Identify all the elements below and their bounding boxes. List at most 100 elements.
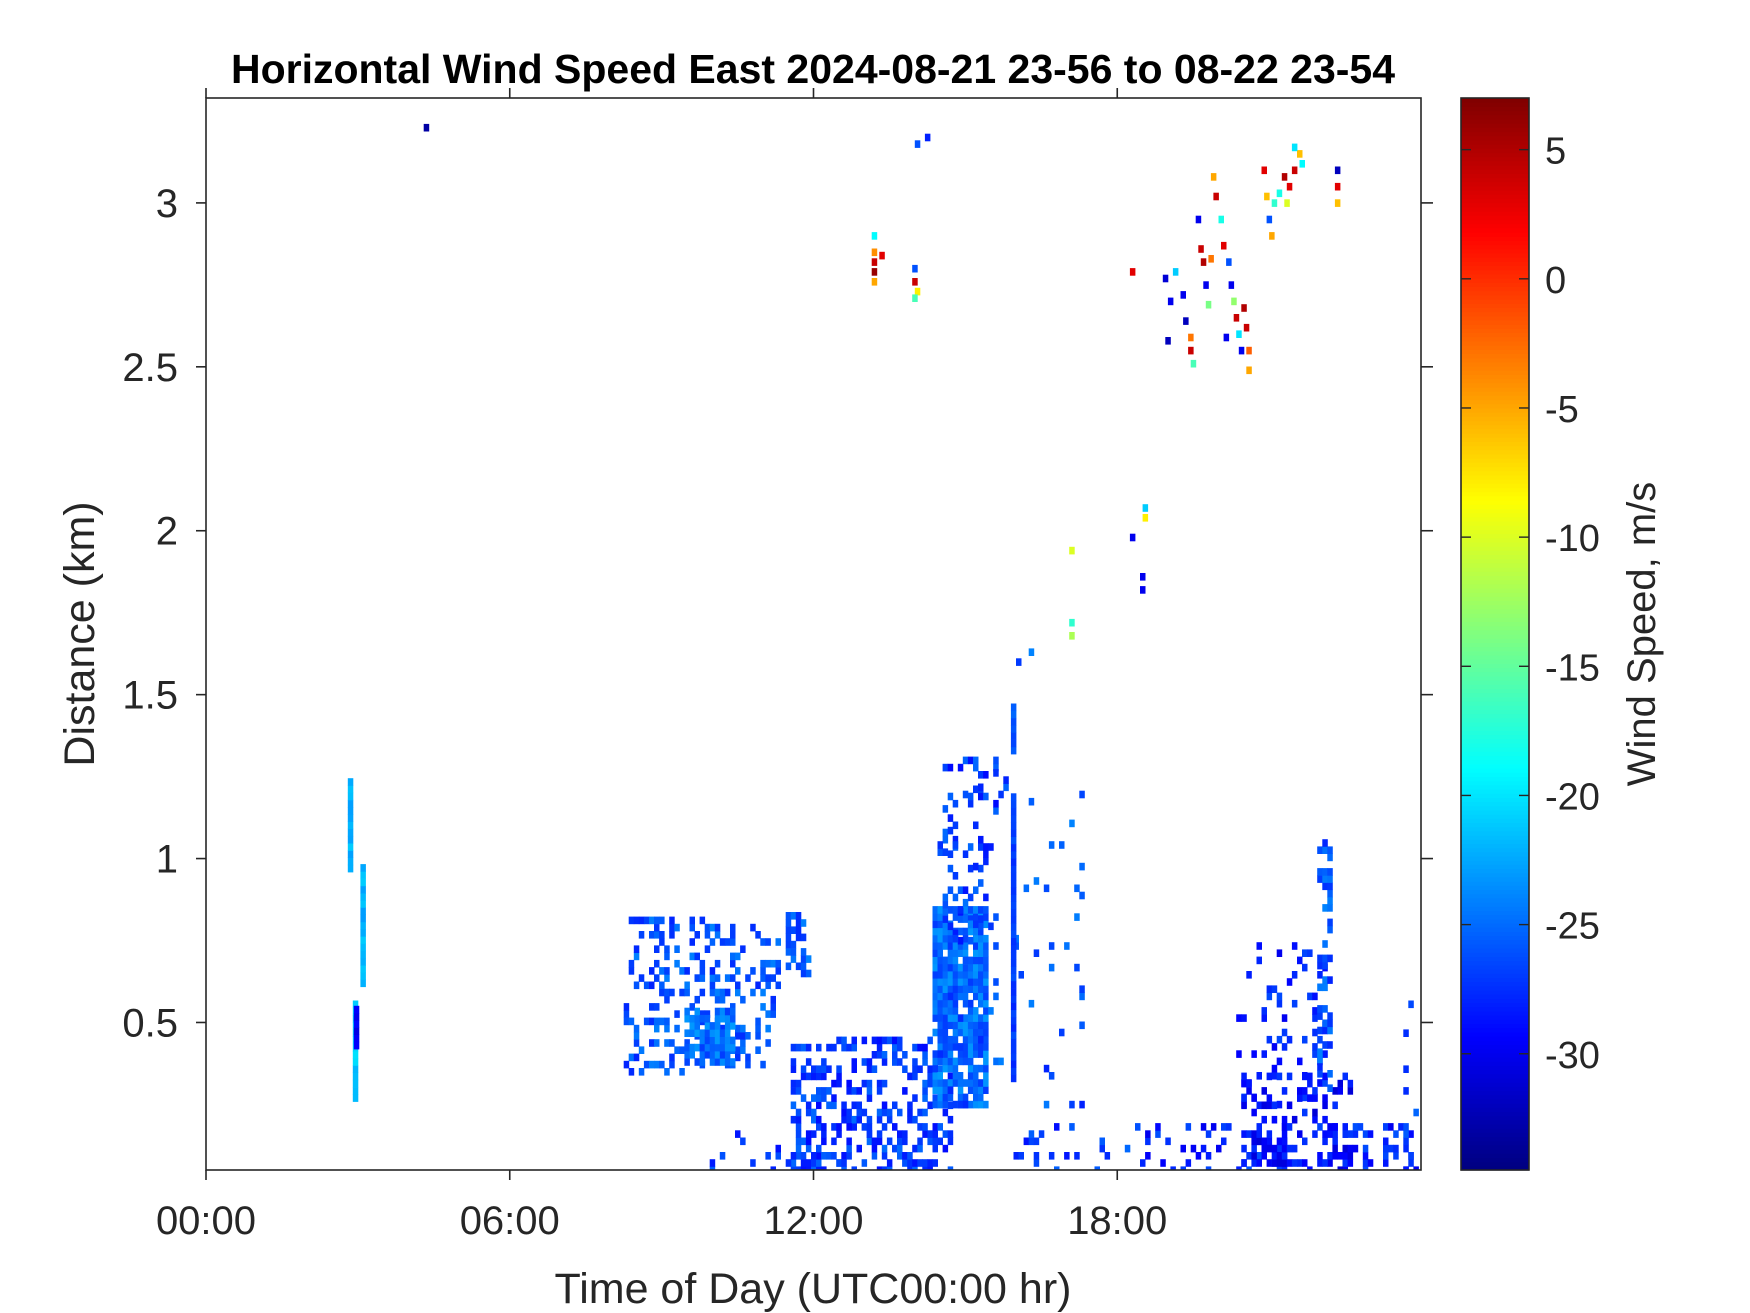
colorbar-band bbox=[1461, 135, 1529, 141]
heatmap-cell bbox=[795, 926, 802, 934]
heatmap-cell bbox=[917, 1137, 923, 1146]
heatmap-cell bbox=[952, 1072, 959, 1080]
heatmap-cell bbox=[1271, 1159, 1278, 1167]
heatmap-cell bbox=[816, 1166, 822, 1170]
colorbar-band bbox=[1461, 474, 1529, 480]
heatmap-cell bbox=[831, 1094, 837, 1102]
heatmap-cell bbox=[1286, 1159, 1293, 1167]
heatmap-cell bbox=[724, 938, 731, 946]
heatmap-cell bbox=[952, 1064, 959, 1073]
heatmap-cell bbox=[755, 931, 761, 939]
colorbar-band bbox=[1461, 742, 1529, 748]
heatmap-cell bbox=[967, 1072, 974, 1080]
heatmap-cell bbox=[1266, 985, 1273, 993]
heatmap-cell bbox=[1299, 160, 1305, 168]
heatmap-cell bbox=[937, 971, 943, 979]
heatmap-cell bbox=[917, 1043, 923, 1052]
heatmap-cell bbox=[724, 1051, 731, 1059]
colorbar-band bbox=[1461, 788, 1529, 794]
colorbar-band bbox=[1461, 809, 1529, 815]
heatmap-cell bbox=[831, 1043, 837, 1052]
heatmap-cell bbox=[714, 1022, 721, 1030]
heatmap-cell bbox=[1347, 1079, 1354, 1088]
heatmap-cell bbox=[1276, 189, 1283, 198]
heatmap-cell bbox=[947, 1086, 954, 1094]
heatmap-cell bbox=[785, 940, 792, 949]
heatmap-cell bbox=[1069, 618, 1075, 627]
heatmap-cell bbox=[1388, 1144, 1394, 1153]
heatmap-cell bbox=[1388, 1123, 1394, 1131]
heatmap-cell bbox=[846, 1152, 852, 1160]
heatmap-cell bbox=[892, 1051, 898, 1059]
heatmap-cell bbox=[927, 1166, 933, 1170]
colorbar-band bbox=[1461, 407, 1529, 413]
heatmap-cell bbox=[846, 1087, 852, 1095]
heatmap-cell bbox=[1403, 1166, 1409, 1170]
heatmap-cell bbox=[821, 1058, 827, 1066]
heatmap-cell bbox=[1312, 992, 1318, 1001]
heatmap-cell bbox=[714, 988, 721, 997]
heatmap-cell bbox=[1322, 1130, 1328, 1138]
heatmap-cell bbox=[1010, 851, 1017, 859]
heatmap-cell bbox=[962, 978, 969, 986]
colorbar-band bbox=[1461, 1061, 1529, 1066]
colorbar-band bbox=[1461, 596, 1529, 602]
colorbar-band bbox=[1461, 433, 1529, 438]
heatmap-cell bbox=[654, 916, 660, 925]
heatmap-cell bbox=[1180, 291, 1186, 299]
x-tick-label: 00:00 bbox=[156, 1199, 256, 1243]
colorbar-band bbox=[1461, 634, 1529, 639]
heatmap-cell bbox=[947, 927, 954, 936]
heatmap-cell bbox=[1010, 1060, 1017, 1068]
heatmap-cell bbox=[689, 923, 695, 932]
heatmap-cell bbox=[730, 938, 736, 946]
heatmap-cell bbox=[892, 1123, 898, 1131]
heatmap-cell bbox=[679, 1046, 685, 1054]
heatmap-cell bbox=[709, 1058, 716, 1066]
heatmap-cell bbox=[659, 967, 665, 975]
heatmap-cell bbox=[922, 1043, 928, 1052]
colorbar-band bbox=[1461, 445, 1529, 451]
heatmap-cell bbox=[689, 1029, 695, 1037]
colorbar-band bbox=[1461, 357, 1529, 363]
heatmap-cell bbox=[947, 1101, 954, 1110]
heatmap-cell bbox=[730, 923, 736, 932]
colorbar-band bbox=[1461, 516, 1529, 522]
heatmap-cell bbox=[811, 1094, 817, 1102]
heatmap-cell bbox=[962, 942, 969, 950]
heatmap-cell bbox=[876, 1115, 883, 1124]
heatmap-cell bbox=[805, 1072, 812, 1081]
heatmap-cell bbox=[942, 1043, 949, 1051]
colorbar-band bbox=[1461, 956, 1529, 962]
heatmap-cell bbox=[800, 1065, 807, 1073]
heatmap-cell bbox=[886, 1036, 893, 1045]
colorbar-band bbox=[1461, 332, 1529, 338]
heatmap-cell bbox=[841, 1159, 847, 1167]
colorbar-band bbox=[1461, 495, 1529, 501]
heatmap-cell bbox=[1322, 954, 1328, 963]
heatmap-cell bbox=[1200, 1123, 1207, 1131]
heatmap-cell bbox=[347, 843, 354, 851]
heatmap-cell bbox=[714, 1007, 721, 1016]
heatmap-cell bbox=[1302, 1072, 1308, 1081]
heatmap-cell bbox=[942, 956, 949, 965]
heatmap-cell bbox=[1297, 956, 1303, 965]
heatmap-cell bbox=[886, 1159, 893, 1167]
heatmap-cell bbox=[876, 1043, 883, 1052]
colorbar-band bbox=[1461, 625, 1529, 631]
heatmap-cell bbox=[1195, 1152, 1202, 1160]
heatmap-cell bbox=[684, 1039, 690, 1047]
colorbar-band bbox=[1461, 713, 1529, 719]
colorbar-band bbox=[1461, 391, 1529, 396]
heatmap-cell bbox=[1216, 1144, 1222, 1153]
heatmap-cell bbox=[805, 1058, 812, 1066]
heatmap-cell bbox=[962, 1057, 969, 1066]
heatmap-cell bbox=[993, 913, 999, 921]
heatmap-cell bbox=[694, 1022, 700, 1030]
heatmap-cell bbox=[785, 1159, 792, 1167]
heatmap-cell bbox=[881, 1058, 888, 1066]
heatmap-cell bbox=[730, 952, 736, 961]
heatmap-cell bbox=[633, 981, 640, 990]
heatmap-cell bbox=[871, 232, 878, 240]
heatmap-cell bbox=[714, 1051, 721, 1059]
